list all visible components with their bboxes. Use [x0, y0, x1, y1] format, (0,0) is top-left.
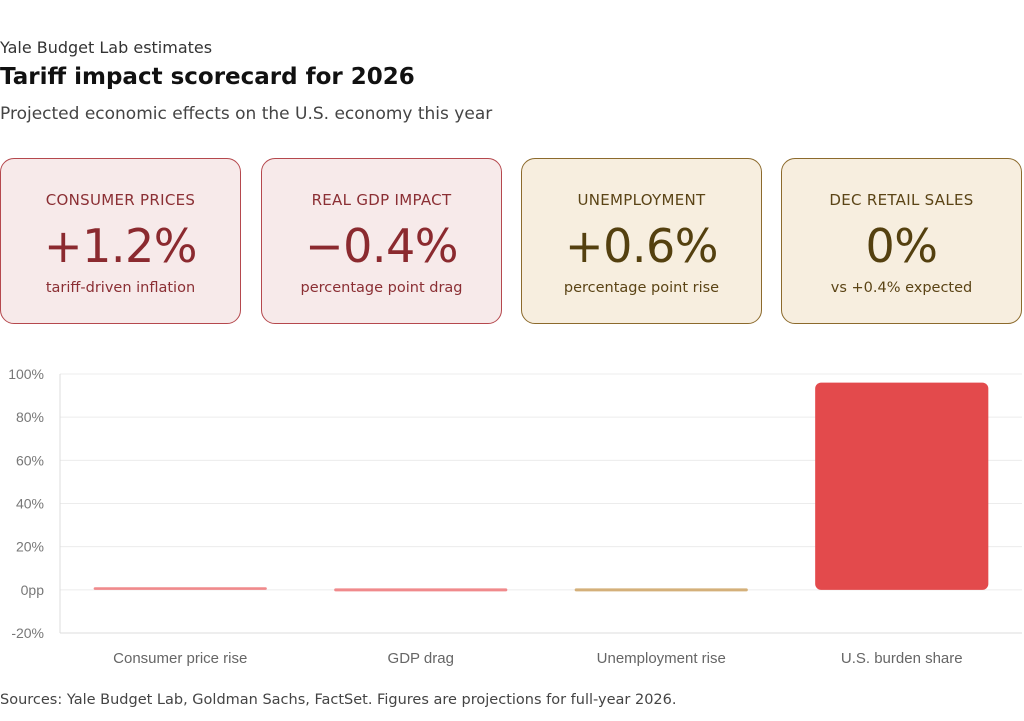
y-tick-label: 60% [16, 452, 44, 468]
stat-card-unemployment: UNEMPLOYMENT +0.6% percentage point rise [521, 158, 762, 324]
stat-card-label: CONSUMER PRICES [45, 191, 196, 209]
y-tick-label: 40% [16, 496, 44, 512]
stat-card-value: −0.4% [305, 219, 458, 273]
x-category-label: Consumer price rise [113, 650, 247, 667]
chart-kicker: Yale Budget Lab estimates [0, 38, 213, 57]
stat-card-value: 0% [865, 219, 938, 273]
y-tick-label: 20% [16, 539, 44, 555]
bar-consumer-price-rise [93, 587, 267, 590]
stat-card-real-gdp: REAL GDP IMPACT −0.4% percentage point d… [261, 158, 502, 324]
stat-card-consumer-prices: CONSUMER PRICES +1.2% tariff-driven infl… [0, 158, 241, 324]
y-tick-label: 0pp [21, 582, 45, 598]
stat-card-note: vs +0.4% expected [830, 280, 973, 296]
stat-card-value: +1.2% [44, 219, 197, 273]
y-tick-label: 100% [8, 366, 44, 382]
chart-subtitle: Projected economic effects on the U.S. e… [0, 104, 493, 124]
source-note: Sources: Yale Budget Lab, Goldman Sachs,… [0, 692, 677, 708]
y-tick-label: -20% [11, 625, 44, 641]
stat-card-label: DEC RETAIL SALES [829, 191, 974, 209]
stat-card-value: +0.6% [565, 219, 718, 273]
bar-u-s-burden-share [815, 382, 989, 590]
bar-gdp-drag [334, 588, 508, 592]
stat-card-retail-sales: DEC RETAIL SALES 0% vs +0.4% expected [781, 158, 1022, 324]
x-category-label: GDP drag [388, 650, 454, 667]
stat-card-note: percentage point drag [300, 280, 463, 296]
stat-cards: CONSUMER PRICES +1.2% tariff-driven infl… [0, 158, 1024, 326]
stat-card-note: tariff-driven inflation [45, 280, 196, 296]
x-category-label: U.S. burden share [841, 650, 963, 667]
chart-title: Tariff impact scorecard for 2026 [0, 64, 415, 90]
x-category-label: Unemployment rise [597, 650, 726, 667]
bar-chart: -20% 0pp 20% 40% 60% 80% 100% Consumer price ri… [8, 366, 1022, 667]
stat-card-note: percentage point rise [563, 280, 720, 296]
bar-unemployment-rise [574, 588, 748, 592]
y-tick-label: 80% [16, 409, 44, 425]
stat-card-label: UNEMPLOYMENT [577, 191, 706, 209]
stat-card-label: REAL GDP IMPACT [311, 191, 452, 209]
